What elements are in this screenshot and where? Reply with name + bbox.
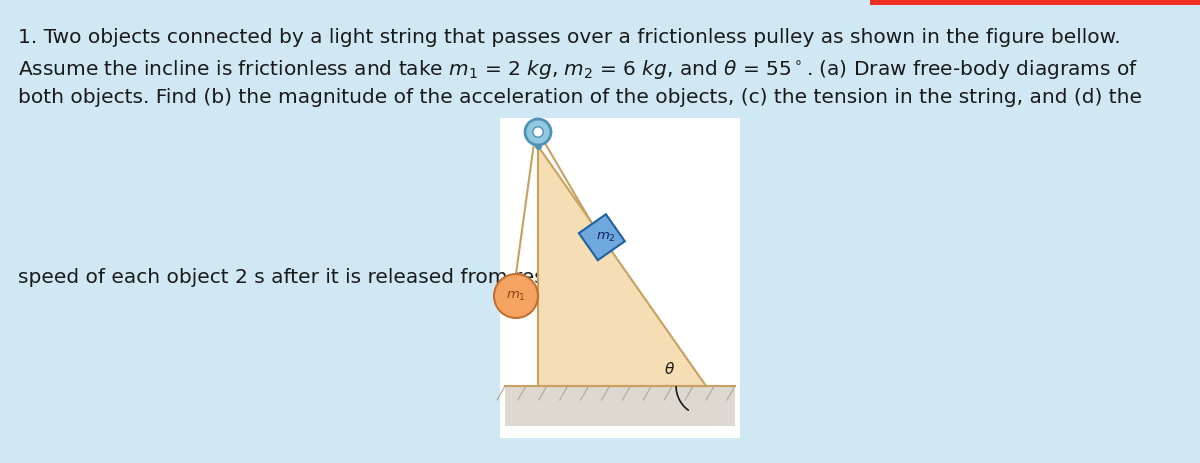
Bar: [578, 214, 625, 260]
Text: $m_2$: $m_2$: [596, 231, 616, 244]
Bar: [500, 118, 740, 438]
Circle shape: [494, 274, 538, 318]
Text: $m_1$: $m_1$: [506, 289, 526, 302]
Text: $\theta$: $\theta$: [664, 361, 676, 377]
Text: speed of each object 2 s after it is released from rest.: speed of each object 2 s after it is rel…: [18, 268, 559, 287]
Bar: [505, 386, 734, 426]
Text: 1. Two objects connected by a light string that passes over a frictionless pulle: 1. Two objects connected by a light stri…: [18, 28, 1121, 47]
Text: both objects. Find (b) the magnitude of the acceleration of the objects, (c) the: both objects. Find (b) the magnitude of …: [18, 88, 1142, 107]
Circle shape: [526, 119, 551, 145]
Circle shape: [533, 127, 544, 137]
Polygon shape: [538, 146, 706, 386]
Text: Assume the incline is frictionless and take $m_1$ = 2 $kg$, $m_2$ = 6 $kg$, and : Assume the incline is frictionless and t…: [18, 58, 1138, 81]
Bar: [870, 0, 1200, 5]
